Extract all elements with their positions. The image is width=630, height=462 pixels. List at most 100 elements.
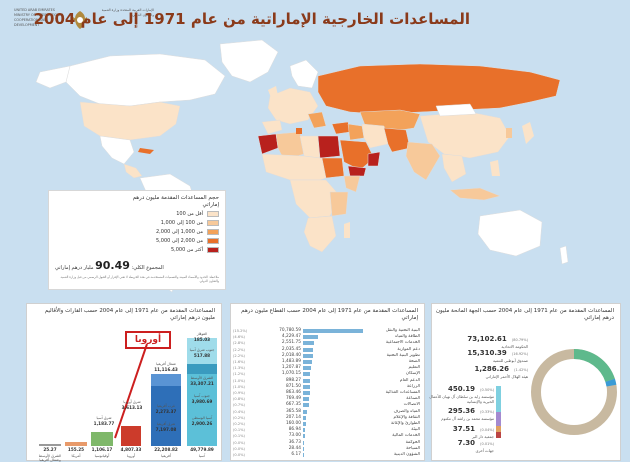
sector-pct: (0.0%) [233,440,245,445]
sector-bar [303,434,305,439]
sector-row: (1.0%) 898.27 الدعم العام [231,378,426,384]
region-label: الشرق الأوسط وشمال أفريقيا [38,454,62,462]
central-america [123,163,143,179]
donor-entry: (0.33%) 295.36 مؤسسة محمد بن راشد آل مكت… [424,398,494,422]
balkans [307,111,327,129]
legend-item: أقل من 100 [139,210,219,218]
yemen [347,165,367,177]
sector-label: المياه والصرف [393,408,420,414]
sector-value: 667.35 [285,402,301,408]
region-value: 22,208.82 [154,447,178,452]
sector-bar [303,347,314,352]
southeast-asia [441,153,467,183]
donor-small-bar-2 [496,412,501,426]
sector-row: (0.0%) 36.73 الحوكمة [231,440,426,446]
donor-value: 295.36 [448,407,476,415]
bar-middle-east-africa [39,444,61,446]
sector-label: التعليم [408,365,420,371]
sub-region-value: 7,197.08 [155,427,177,432]
sector-bar [303,403,309,408]
sector-bar [303,415,307,420]
legend-swatch [207,211,219,217]
uk [268,86,278,100]
regions-panel-title: المساعدات المقدمة من عام 1971 إلى عام 20… [44,308,215,321]
legend-title: حجم المساعدات المقدمة مليون درهم إماراتي [132,195,219,208]
sub-region-label: شمال أفريقيا [156,362,176,366]
europe-highlight: أوروبا [125,331,171,349]
sectors-panel-title: المساعدات المقدمة من عام 1971 إلى عام 20… [241,308,418,321]
donor-pct: (0.50%) [480,388,494,392]
sector-label: الحوكمة [405,439,420,445]
donor-small-bar-1 [496,386,501,412]
donor-value: 15,310.39 [467,349,507,357]
sector-value: 2,035.45 [281,346,301,352]
sector-value: 70,780.59 [279,328,301,333]
sector-bar [303,453,304,457]
philippines [490,160,500,176]
sector-label: الخدمات المالية [392,433,420,439]
sub-region-label: جنوب آسيا [194,394,210,398]
map-legend: حجم المساعدات المقدمة مليون درهم إماراتي… [48,190,226,290]
sector-label: الصحة [408,359,420,364]
sub-region-label: شرق أوروبا [123,400,141,404]
donor-entry: (0.50%) 450.19 مؤسسة زايد بن سلطان آل نه… [424,376,494,404]
sectors-panel: المساعدات المقدمة من عام 1971 إلى عام 20… [230,303,425,461]
sector-pct: (0.0%) [233,453,245,457]
legend-note: ملاحظة: الحدود والأسماء المبينة والتسميا… [60,275,219,283]
donor-pct: (0.01%) [480,442,494,446]
sector-pct: (0.8%) [233,397,245,402]
sector-pct: (0.7%) [233,403,245,408]
sector-pct: (1.3%) [233,366,245,371]
donor-entry: (80.79%) 73,102.61 الحكومة الاتحادية [458,326,528,350]
sector-row: (0.0%) 6.17 الشؤون الدينية [231,452,426,458]
sub-region-value: 3,613.13 [121,405,143,410]
sub-region-value: 11,116.43 [154,367,178,372]
oman [367,151,381,167]
donor-pct: (1.42%) [514,368,528,372]
donor-value: 450.19 [448,385,476,393]
ministry-logo: UNITED ARAB EMIRATES MINISTRY OF INTERNA… [14,5,154,31]
sector-row: (2.8%) 2,551.75 الخدمات الاجتماعية [231,340,426,346]
sector-pct: (0.2%) [233,415,245,420]
sector-pct: (2.2%) [233,347,245,352]
usa [79,101,181,141]
donor-pct: (0.33%) [480,410,494,414]
donor-value: 37.51 [452,425,476,433]
sector-pct: (0.2%) [233,422,245,426]
header: UNITED ARAB EMIRATES MINISTRY OF INTERNA… [0,0,630,38]
sector-label: الإسكان [405,371,420,377]
legend-item-label: من 2,000 إلى 5,000 [156,238,203,244]
bar-asia-top [187,338,217,364]
total-label: المجموع الكلي: [131,265,164,271]
sector-label: تطوير البنية التحتية [386,352,420,358]
sub-region-value: 185.03 [193,337,211,342]
sector-value: 2,551.75 [281,340,301,346]
donut-slice-redcrescent [605,378,617,387]
indonesia [449,187,501,201]
donor-small-bar-4 [496,432,501,438]
sector-value: 1,207.87 [281,365,301,371]
sector-bar [303,446,305,451]
mongolia [435,103,477,117]
sector-label: الثقافة والإعلام [393,414,420,420]
sector-value: 86.94 [288,427,301,433]
regions-chart [39,338,217,446]
donor-entry: (0.01%) 7.30 جهات أخرى [424,430,494,454]
sector-value: 365.58 [285,408,301,414]
sub-region-label: الشرق الأوسط [190,376,214,380]
donor-pct: (16.92%) [511,352,528,356]
sector-label: الطاقة والمياه [395,334,420,340]
donor-entry: (0.04%) 37.51 جمعية دار البر [424,416,494,440]
sector-bar [303,335,318,340]
region-value: 155.25 [67,447,85,452]
sector-pct: (0.1%) [233,434,245,439]
legend-swatch [207,238,219,244]
sub-region-value: 3,980.69 [191,399,213,404]
legend-swatch [207,229,219,235]
sector-row: (2.2%) 2,018.40 تطوير البنية التحتية [231,353,426,359]
region-label: أوروبا [126,454,136,458]
iraq [347,123,365,141]
sector-label: المساعدات الغذائية [385,390,420,395]
region-value: 49,779.89 [190,447,214,452]
donut-slice-adfd [573,349,615,383]
